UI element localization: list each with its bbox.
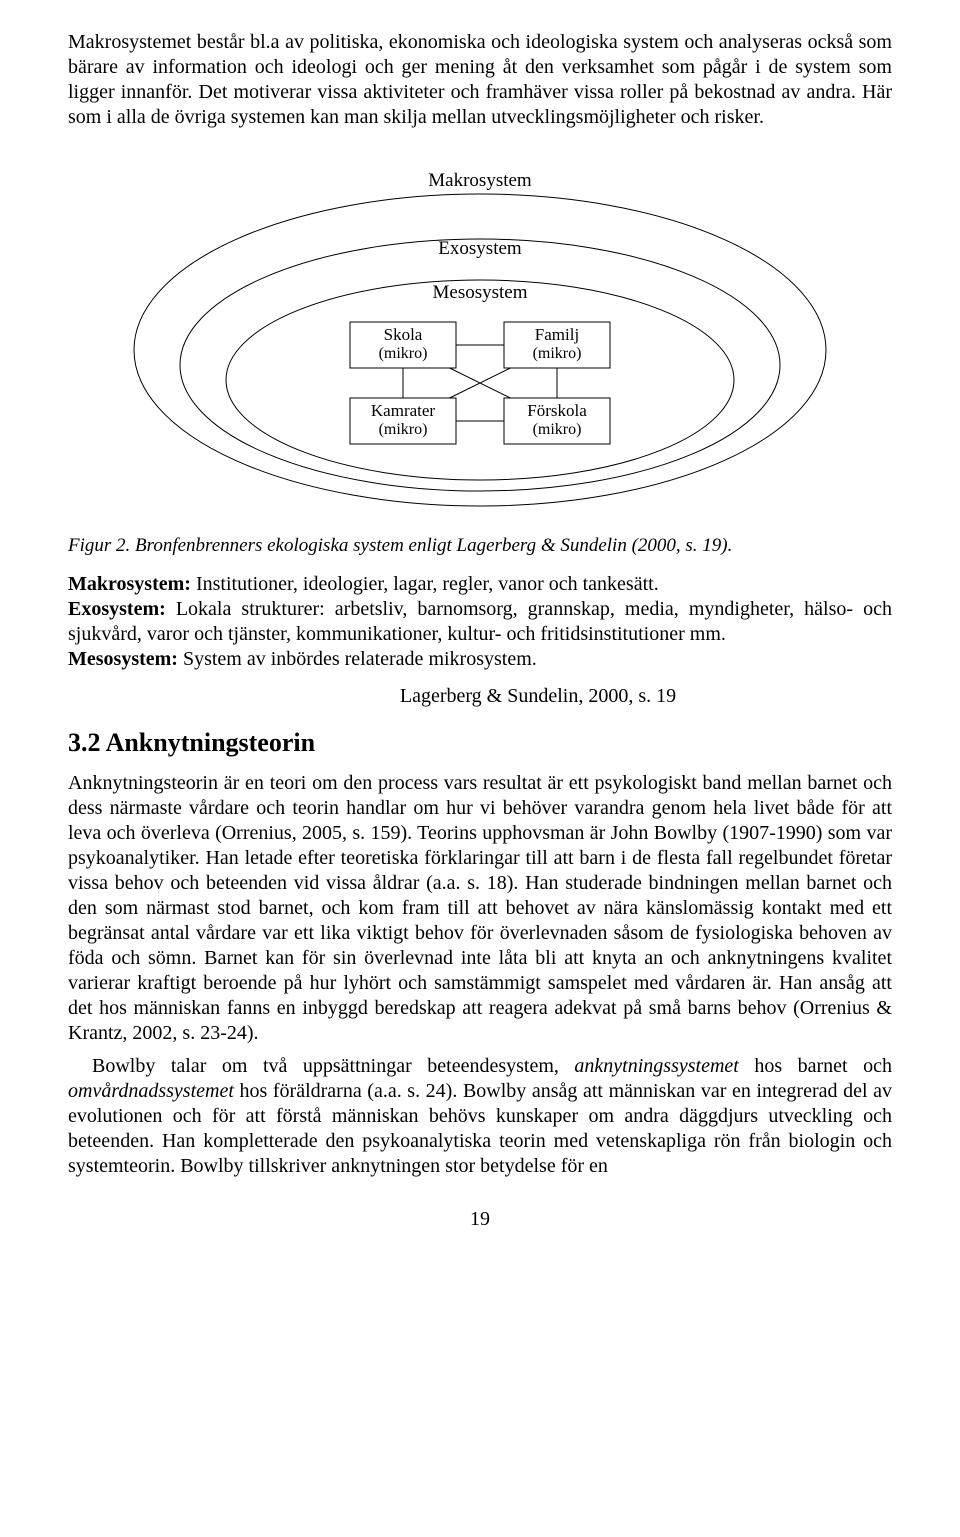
body3-mid: hos barnet och (739, 1055, 892, 1077)
svg-text:Förskola: Förskola (527, 401, 587, 420)
body-paragraph-2: Bowlby talar om två uppsättningar beteen… (68, 1054, 892, 1179)
svg-text:(mikro): (mikro) (533, 345, 582, 362)
intro-paragraph: Makrosystemet består bl.a av politiska, … (68, 30, 892, 130)
exo-text: Lokala strukturer: arbetsliv, barnomsorg… (68, 598, 892, 645)
svg-text:Kamrater: Kamrater (371, 401, 436, 420)
ecological-systems-svg: MakrosystemExosystemMesosystemSkola(mikr… (130, 150, 830, 510)
bronfenbrenner-figure: MakrosystemExosystemMesosystemSkola(mikr… (68, 150, 892, 510)
page-number: 19 (68, 1207, 892, 1232)
svg-text:(mikro): (mikro) (533, 421, 582, 438)
svg-text:(mikro): (mikro) (379, 345, 428, 362)
attribution: Lagerberg & Sundelin, 2000, s. 19 (348, 684, 728, 709)
makro-text: Institutioner, ideologier, lagar, regler… (191, 573, 659, 595)
term-omvardnadssystemet: omvårdnadssystemet (68, 1080, 234, 1102)
section-heading: 3.2 Anknytningsteorin (68, 727, 892, 760)
svg-text:Exosystem: Exosystem (438, 238, 522, 259)
figure-caption: Figur 2. Bronfenbrenners ekologiska syst… (68, 534, 892, 558)
meso-text: System av inbördes relaterade mikrosyste… (178, 648, 537, 670)
svg-text:Familj: Familj (535, 325, 579, 344)
svg-text:Mesosystem: Mesosystem (433, 282, 528, 303)
svg-text:Makrosystem: Makrosystem (428, 170, 532, 191)
body-paragraph-1: Anknytningsteorin är en teori om den pro… (68, 771, 892, 1046)
svg-text:Skola: Skola (384, 325, 423, 344)
meso-label: Mesosystem: (68, 648, 178, 670)
definitions-block: Makrosystem: Institutioner, ideologier, … (68, 572, 892, 672)
svg-text:(mikro): (mikro) (379, 421, 428, 438)
term-anknytningssystemet: anknytningssystemet (574, 1055, 738, 1077)
body3-pre: Bowlby talar om två uppsättningar beteen… (92, 1055, 574, 1077)
exo-label: Exosystem: (68, 598, 166, 620)
makro-label: Makrosystem: (68, 573, 191, 595)
